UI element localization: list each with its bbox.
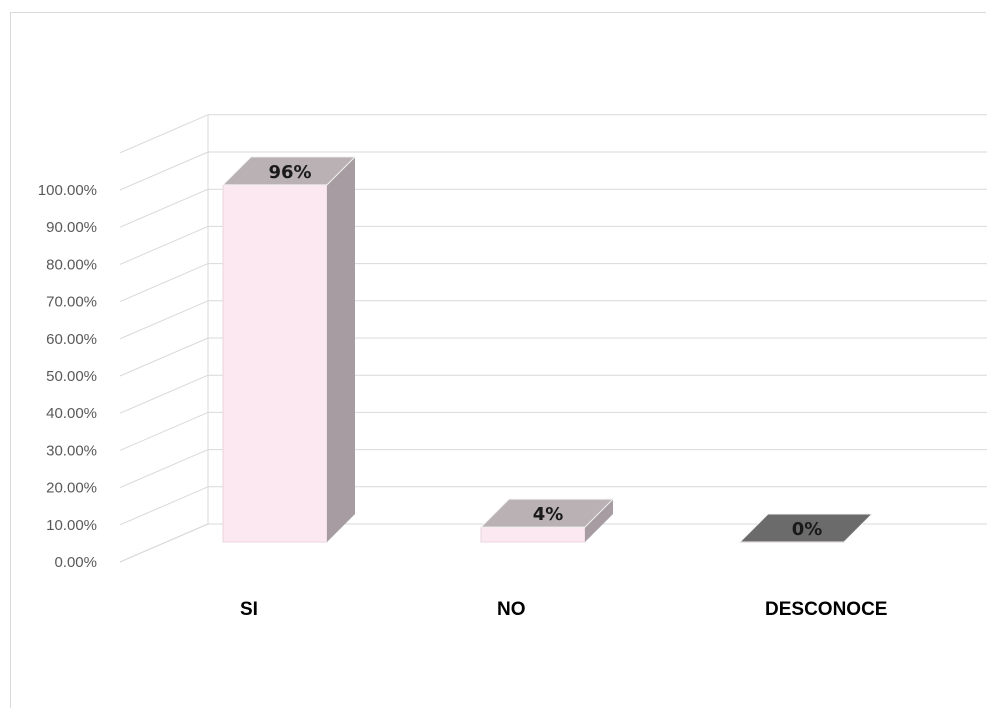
y-tick-label: 20.00% (46, 480, 97, 497)
bar-si (221, 156, 357, 543)
gridline-diagonal (119, 449, 209, 489)
bar-top (738, 513, 874, 543)
data-label: 4% (533, 504, 564, 525)
bar-top (221, 156, 357, 186)
category-label: NO (497, 599, 526, 620)
y-tick-label: 60.00% (46, 331, 97, 348)
gridline-diagonal (119, 300, 209, 340)
bar-layer (221, 156, 874, 543)
gridline-diagonal (119, 225, 209, 265)
bar-front (222, 184, 328, 543)
bar-top (479, 498, 615, 528)
gridline-diagonal (119, 263, 209, 303)
data-label: 96% (268, 162, 311, 183)
data-label: 0% (792, 519, 823, 540)
y-tick-label: 100.00% (38, 182, 97, 199)
y-tick-label: 90.00% (46, 219, 97, 236)
gridline-diagonal (119, 337, 209, 377)
gridline-diagonal (119, 374, 209, 414)
gridline-diagonal (119, 523, 209, 563)
y-tick-label: 80.00% (46, 256, 97, 273)
y-tick-label: 50.00% (46, 368, 97, 385)
gridline-diagonal (119, 188, 209, 228)
y-tick-label: 30.00% (46, 442, 97, 459)
bar-side (327, 156, 355, 542)
bar-desconoce (738, 513, 874, 543)
chart-frame (10, 12, 986, 708)
y-tick-label: 0.00% (54, 554, 97, 571)
gridline-diagonal (119, 411, 209, 451)
bar-no (479, 498, 615, 543)
bar-side (585, 499, 613, 542)
category-label: SI (240, 599, 258, 620)
y-axis-ticks: 0.00% 10.00% 20.00% 30.00% 40.00% 50.00% 60.00… (38, 182, 97, 571)
label-layer: 96% SI 4% NO 0% DESCONOCE (240, 162, 887, 620)
category-label: DESCONOCE (765, 599, 887, 620)
bar-front (480, 526, 586, 543)
y-tick-label: 70.00% (46, 294, 97, 311)
gridline-diagonal (119, 151, 209, 191)
gridline-diagonal (119, 486, 209, 526)
y-tick-label: 40.00% (46, 405, 97, 422)
y-tick-label: 10.00% (46, 517, 97, 534)
gridline-diagonal (119, 114, 209, 154)
